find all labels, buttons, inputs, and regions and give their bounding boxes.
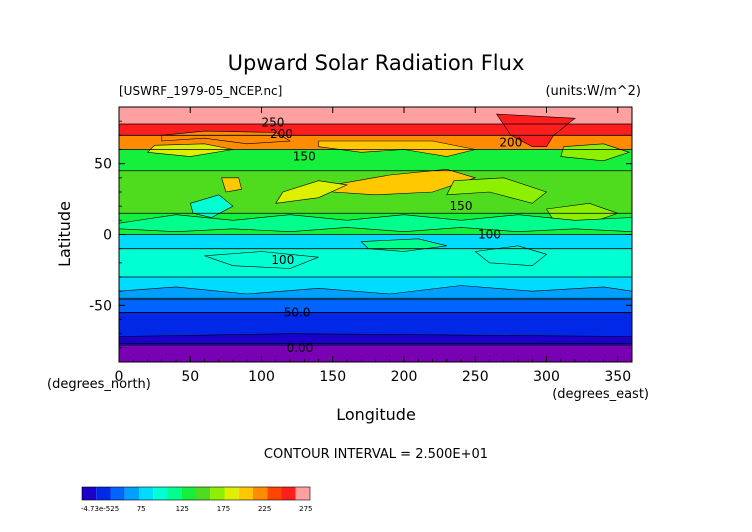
contour-region-14 (474, 245, 548, 267)
colorbar-label-2: 125 (176, 505, 189, 513)
contour-region-6 (275, 180, 349, 204)
contour-region-12 (119, 285, 632, 301)
y-tick-label-1: 0 (103, 228, 112, 244)
contour-field (119, 107, 632, 362)
contour-region-4 (560, 143, 631, 162)
x-tick-label-2: 100 (248, 369, 275, 385)
colorbar-label-3: 175 (217, 505, 230, 513)
contour-region-11 (119, 214, 632, 233)
contour-label-6: 100 (271, 253, 294, 267)
y-axis-ticks: 50 0 -50 (89, 120, 632, 349)
x-tick-label-4: 200 (391, 369, 418, 385)
contour-label-0: 250 (261, 116, 284, 130)
latitude-band-11 (119, 345, 632, 362)
contour-label-8: 0.00 (287, 341, 314, 355)
colorbar-swatch-8 (196, 487, 211, 500)
colorbar-labels: -4.73e-525 75 125 175 225 275 (81, 505, 313, 513)
colorbar-frame (81, 486, 311, 501)
contour-region-13 (204, 251, 319, 269)
colorbar-label-4: 225 (258, 505, 271, 513)
colorbar-swatch-9 (210, 487, 225, 500)
colorbar-swatch-5 (153, 487, 168, 500)
colorbar-swatch-12 (253, 487, 268, 500)
latitude-band-3 (119, 149, 632, 171)
y-unit-note: (degrees_north) (47, 377, 151, 392)
x-tick-label-3: 150 (319, 369, 346, 385)
x-tick-label-6: 300 (533, 369, 560, 385)
contour-label-4: 150 (450, 199, 473, 213)
colorbar-swatch-0 (82, 487, 97, 500)
x-axis-ticks: 0 50 100 150 200 250 300 350 (115, 107, 631, 385)
colorbar-swatch-3 (124, 487, 139, 500)
colorbar-swatch-4 (139, 487, 154, 500)
colorbar-swatch-15 (295, 487, 310, 500)
contour-region-8 (221, 177, 242, 193)
x-tick-label-0: 0 (115, 369, 124, 385)
colorbar-label-0: -4.73e-525 (81, 505, 119, 513)
contour-region-3 (146, 143, 234, 157)
contour-label-2: 150 (293, 150, 316, 164)
units-label: (units:W/m^2) (545, 84, 641, 99)
x-axis-label: Longitude (336, 405, 416, 424)
x-unit-note: (degrees_east) (552, 387, 649, 402)
x-tick-label-5: 250 (462, 369, 489, 385)
colorbar-swatch-13 (267, 487, 282, 500)
colorbar-swatch-11 (238, 487, 253, 500)
contour-region-9 (189, 194, 234, 218)
colorbar (81, 486, 311, 501)
y-tick-label-0: 50 (94, 157, 112, 173)
latitude-band-7 (119, 248, 632, 277)
colorbar-swatch-14 (281, 487, 296, 500)
colorbar-swatch-2 (110, 487, 125, 500)
contour-region-7 (446, 177, 548, 204)
file-label: [USWRF_1979-05_NCEP.nc] (119, 84, 282, 98)
contour-label-3: 200 (499, 135, 522, 149)
x-tick-label-1: 50 (181, 369, 199, 385)
contour-interval-note: CONTOUR INTERVAL = 2.500E+01 (264, 447, 488, 462)
chart-title: Upward Solar Radiation Flux (228, 51, 525, 75)
colorbar-swatch-1 (96, 487, 111, 500)
contour-label-5: 100 (478, 228, 501, 242)
colorbar-label-1: 75 (137, 505, 146, 513)
contour-label-1: 200 (270, 127, 293, 141)
latitude-band-9 (119, 298, 632, 313)
colorbar-label-5: 275 (299, 505, 312, 513)
colorbar-swatch-7 (181, 487, 196, 500)
latitude-band-1 (119, 124, 632, 136)
colorbar-swatch-6 (167, 487, 182, 500)
y-tick-label-2: -50 (89, 298, 112, 314)
contour-label-7: 50.0 (284, 305, 311, 319)
colorbar-swatch-10 (224, 487, 239, 500)
contour-region-16 (119, 333, 632, 344)
y-axis-label: Latitude (55, 201, 74, 267)
contour-region-1 (161, 130, 291, 145)
x-tick-label-7: 350 (604, 369, 631, 385)
